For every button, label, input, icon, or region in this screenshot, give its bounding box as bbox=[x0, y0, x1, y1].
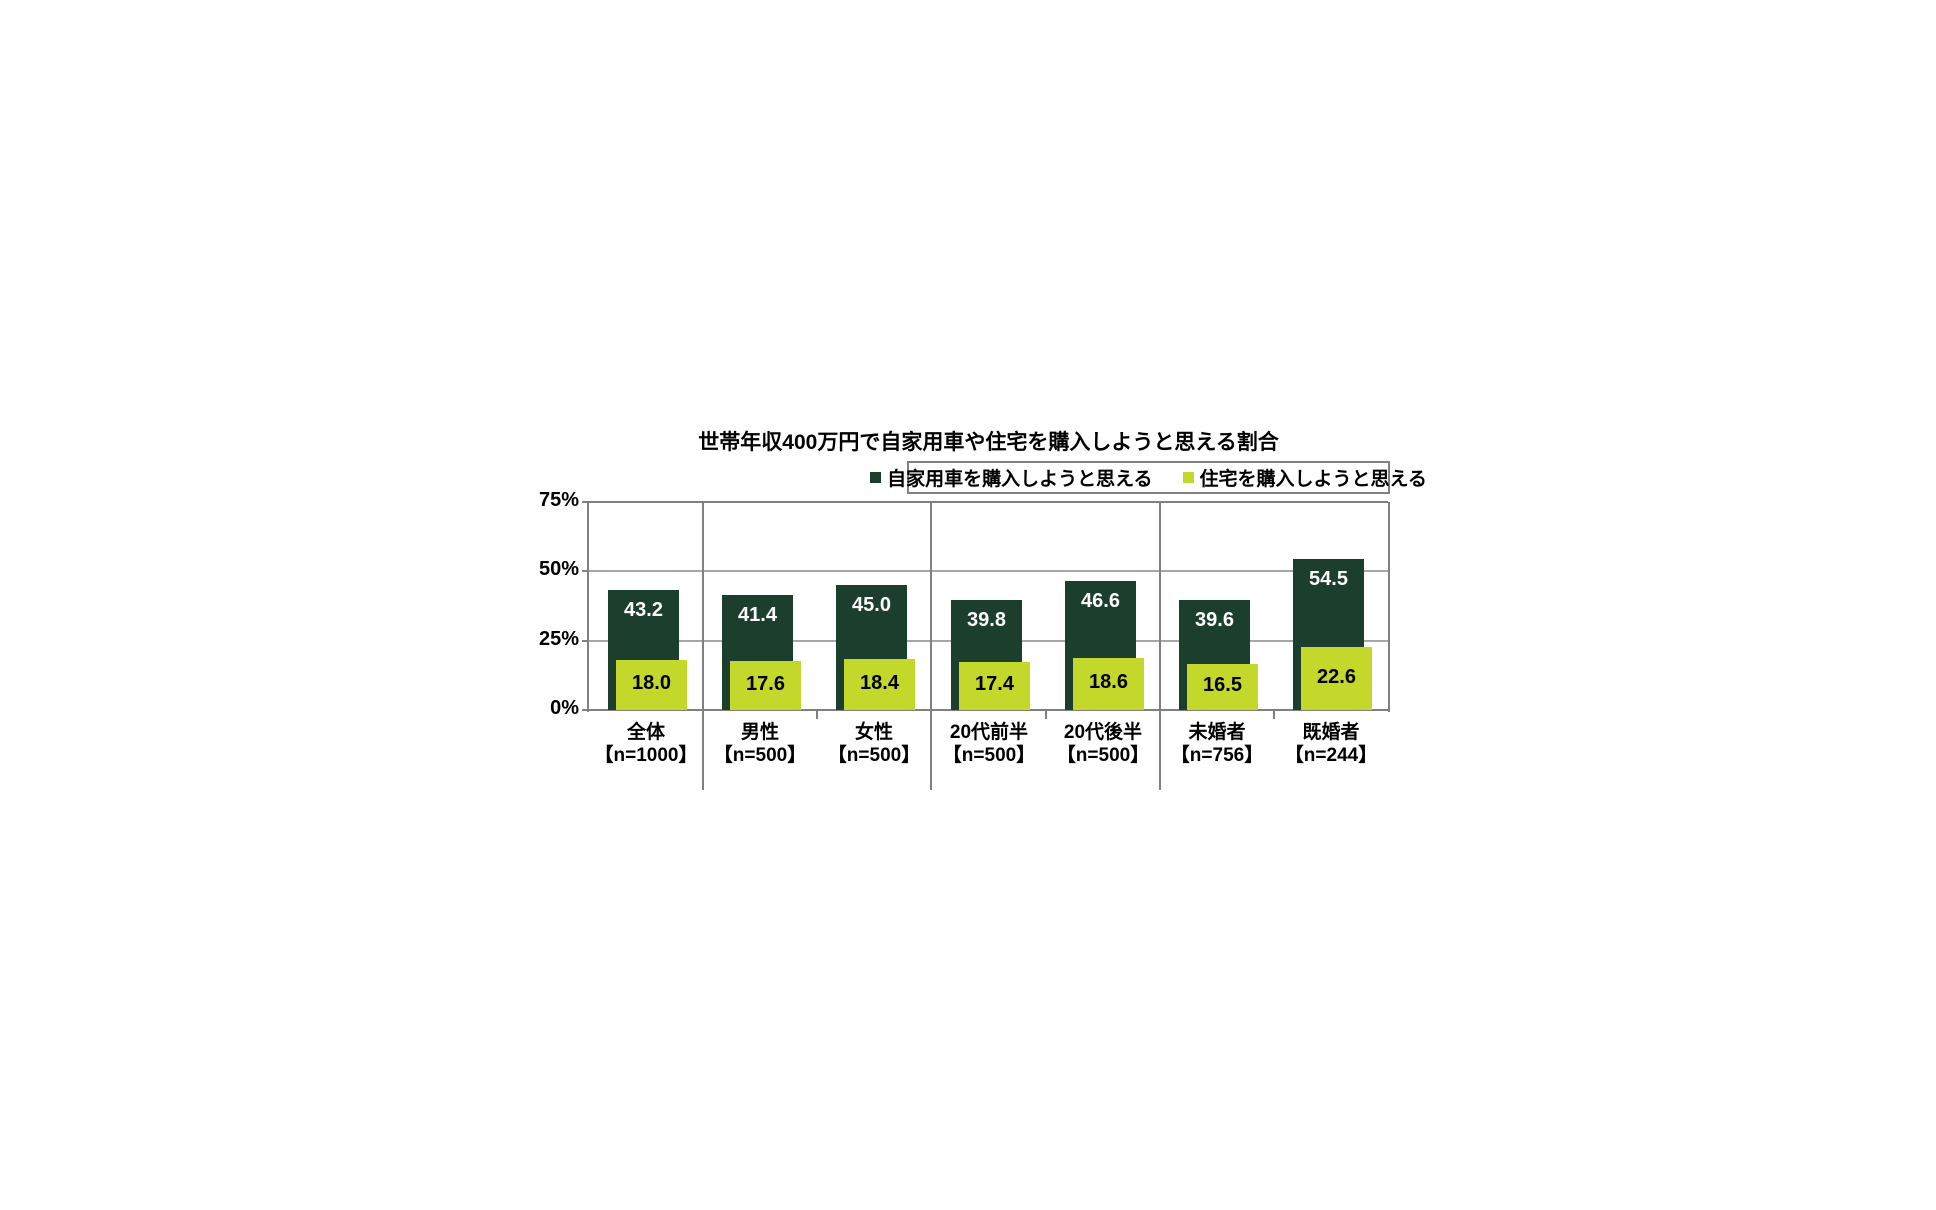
bar-house-4 bbox=[1073, 658, 1144, 710]
x-axis-minor-tick bbox=[816, 710, 818, 719]
category-n-3: 【n=500】 bbox=[942, 745, 1036, 766]
bar-house-1 bbox=[730, 661, 801, 710]
legend-item-house: 住宅を購入しようと思える bbox=[1182, 464, 1427, 491]
category-n-6: 【n=244】 bbox=[1284, 745, 1378, 766]
x-axis-minor-tick bbox=[1273, 710, 1275, 719]
x-axis-minor-tick bbox=[1045, 710, 1047, 719]
category-n-4: 【n=500】 bbox=[1056, 745, 1150, 766]
group-separator bbox=[930, 502, 932, 790]
y-axis-tick bbox=[582, 570, 589, 572]
category-label-4: 20代後半 【n=500】 bbox=[1013, 721, 1193, 767]
legend-label-house: 住宅を購入しようと思える bbox=[1199, 469, 1427, 490]
value-label-house-6: 22.6 bbox=[1317, 666, 1356, 688]
category-n-0: 【n=1000】 bbox=[594, 745, 698, 766]
value-label-car-6: 54.5 bbox=[1309, 568, 1348, 590]
bar-house-2 bbox=[844, 659, 915, 710]
y-axis-label-50: 50% bbox=[538, 558, 579, 580]
category-name-0: 全体 bbox=[626, 722, 665, 743]
bar-house-5 bbox=[1187, 664, 1258, 710]
category-n-2: 【n=500】 bbox=[827, 745, 921, 766]
y-axis-tick bbox=[582, 709, 589, 711]
gridline-50 bbox=[589, 570, 1388, 572]
category-name-1: 男性 bbox=[740, 722, 779, 743]
plot-right-border bbox=[1388, 502, 1390, 712]
y-axis-label-75: 75% bbox=[538, 489, 579, 511]
value-label-house-1: 17.6 bbox=[746, 673, 785, 695]
x-axis-line bbox=[589, 709, 1388, 711]
value-label-car-0: 43.2 bbox=[624, 599, 663, 621]
category-name-2: 女性 bbox=[854, 722, 893, 743]
plot-top-border bbox=[589, 501, 1388, 503]
value-label-car-5: 39.6 bbox=[1195, 609, 1234, 631]
category-name-4: 20代後半 bbox=[1063, 722, 1143, 743]
bar-house-3 bbox=[959, 662, 1030, 710]
value-label-house-3: 17.4 bbox=[975, 673, 1014, 695]
category-label-2: 女性 【n=500】 bbox=[784, 721, 964, 767]
value-label-house-2: 18.4 bbox=[860, 672, 899, 694]
category-n-1: 【n=500】 bbox=[713, 745, 807, 766]
category-name-6: 既婚者 bbox=[1302, 722, 1360, 743]
bar-house-6 bbox=[1301, 647, 1372, 710]
value-label-car-4: 46.6 bbox=[1081, 590, 1120, 612]
group-separator bbox=[702, 502, 704, 790]
group-separator bbox=[1159, 502, 1161, 790]
y-axis-label-0: 0% bbox=[550, 697, 579, 719]
category-label-0: 全体 【n=1000】 bbox=[556, 721, 736, 767]
category-label-1: 男性 【n=500】 bbox=[670, 721, 850, 767]
value-label-house-4: 18.6 bbox=[1089, 671, 1128, 693]
category-name-5: 未婚者 bbox=[1188, 722, 1246, 743]
category-name-3: 20代前半 bbox=[949, 722, 1029, 743]
y-axis-tick bbox=[582, 640, 589, 642]
category-n-5: 【n=756】 bbox=[1170, 745, 1264, 766]
bar-house-0 bbox=[616, 660, 687, 710]
value-label-house-0: 18.0 bbox=[632, 672, 671, 694]
y-axis-tick bbox=[582, 501, 589, 503]
value-label-car-2: 45.0 bbox=[852, 594, 891, 616]
category-label-5: 未婚者 【n=756】 bbox=[1127, 721, 1307, 767]
y-axis-line bbox=[587, 502, 589, 712]
legend-label-car: 自家用車を購入しようと思える bbox=[887, 469, 1153, 490]
category-label-6: 既婚者 【n=244】 bbox=[1241, 721, 1421, 767]
category-label-3: 20代前半 【n=500】 bbox=[899, 721, 1079, 767]
house-series-swatch-icon bbox=[1182, 472, 1194, 483]
legend: 自家用車を購入しようと思える 住宅を購入しようと思える bbox=[870, 461, 1427, 494]
value-label-car-1: 41.4 bbox=[738, 604, 777, 626]
y-axis-label-25: 25% bbox=[538, 628, 579, 650]
legend-item-car: 自家用車を購入しようと思える bbox=[870, 464, 1153, 491]
car-series-swatch-icon bbox=[870, 472, 882, 483]
value-label-car-3: 39.8 bbox=[967, 609, 1006, 631]
chart-title: 世帯年収400万円で自家用車や住宅を購入しようと思える割合 bbox=[698, 431, 1279, 454]
value-label-house-5: 16.5 bbox=[1203, 674, 1242, 696]
